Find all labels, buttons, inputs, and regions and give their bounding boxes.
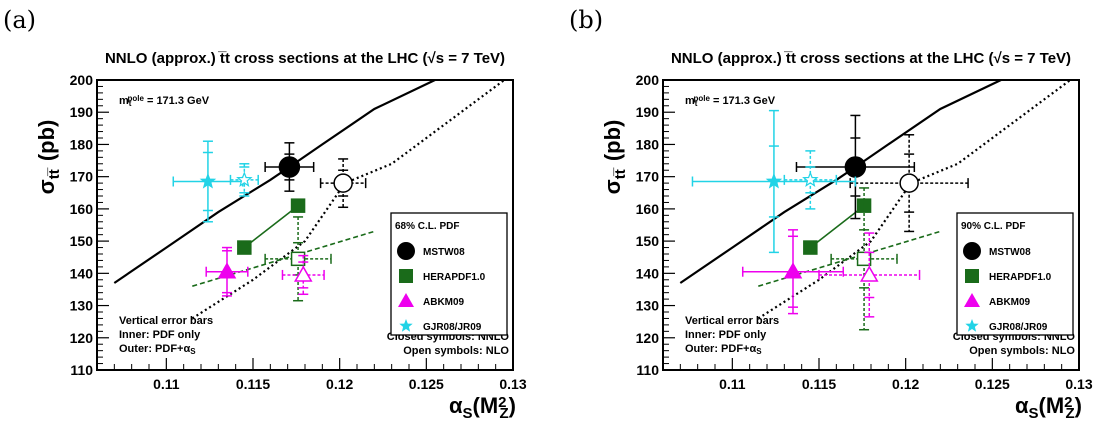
y-tick-label: 200 bbox=[70, 72, 94, 88]
y-tick-label: 130 bbox=[70, 298, 94, 314]
legend-marker-herapdf bbox=[399, 269, 413, 283]
note-outer: Outer: PDF+αS bbox=[685, 343, 762, 356]
legend-label: GJR08/JR09 bbox=[989, 322, 1048, 333]
legend-label: ABKM09 bbox=[989, 297, 1031, 308]
note-inner: Inner: PDF only bbox=[119, 329, 201, 341]
legend-marker-abkm09 bbox=[964, 293, 980, 307]
point-abkm09-nlo bbox=[293, 265, 313, 282]
y-tick-label: 150 bbox=[636, 233, 660, 249]
point-gjr08-jr09-nlo bbox=[802, 171, 819, 187]
point-abkm09-nnlo bbox=[217, 262, 237, 279]
y-tick-label: 140 bbox=[70, 265, 94, 281]
legend-label: HERAPDF1.0 bbox=[989, 272, 1052, 283]
point-mstw08-nlo bbox=[333, 173, 353, 193]
x-tick-label: 0.125 bbox=[975, 376, 1010, 392]
point-mstw08-nnlo bbox=[844, 156, 867, 178]
legend-title: 68% C.L. PDF bbox=[395, 221, 459, 232]
chart-title: NNLO (approx.) t̅t cross sections at the… bbox=[105, 50, 505, 67]
y-tick-label: 130 bbox=[636, 298, 660, 314]
mass-note: mtpole = 171.3 GeV bbox=[119, 94, 210, 109]
y-tick-label: 170 bbox=[636, 169, 660, 185]
y-tick-label: 170 bbox=[70, 169, 94, 185]
legend-marker-gjr bbox=[399, 319, 413, 332]
y-tick-label: 160 bbox=[636, 201, 660, 217]
y-tick-label: 200 bbox=[636, 72, 660, 88]
y-tick-label: 190 bbox=[70, 104, 94, 120]
y-axis-label: σtt̅ (pb) bbox=[34, 120, 63, 195]
point-gjr08-jr09-nlo bbox=[236, 171, 253, 187]
x-axis-label: αS(M2 Z) bbox=[1015, 393, 1082, 422]
point-mstw08-nnlo bbox=[278, 156, 301, 178]
point-herapdf1-0-nnlo bbox=[290, 198, 306, 213]
note-open-symbols: Open symbols: NLO bbox=[969, 345, 1075, 357]
point-gjr08-jr09-nnlo bbox=[199, 172, 217, 189]
legend-title: 90% C.L. PDF bbox=[961, 221, 1025, 232]
note-outer: Outer: PDF+αS bbox=[119, 343, 196, 356]
x-tick-label: 0.125 bbox=[409, 376, 444, 392]
legend-label: GJR08/JR09 bbox=[423, 322, 482, 333]
y-tick-label: 140 bbox=[636, 265, 660, 281]
y-tick-label: 120 bbox=[70, 330, 94, 346]
x-tick-label: 0.115 bbox=[236, 376, 270, 392]
legend-label: HERAPDF1.0 bbox=[423, 272, 486, 283]
x-tick-label: 0.13 bbox=[1065, 376, 1092, 392]
x-tick-label: 0.12 bbox=[892, 376, 919, 392]
legend-marker-gjr bbox=[965, 319, 979, 332]
y-tick-label: 110 bbox=[636, 362, 659, 378]
point-mstw08-nlo bbox=[899, 173, 919, 193]
legend-marker-abkm09 bbox=[398, 293, 414, 307]
note-vertical-error-bars: Vertical error bars bbox=[119, 315, 213, 327]
y-tick-label: 120 bbox=[636, 330, 660, 346]
y-tick-label: 180 bbox=[636, 136, 660, 152]
x-tick-label: 0.13 bbox=[499, 376, 526, 392]
y-tick-label: 110 bbox=[70, 362, 93, 378]
y-axis-label: σtt̅ (pb) bbox=[600, 120, 629, 195]
legend-marker-mstw08 bbox=[397, 242, 415, 260]
point-abkm09-nnlo bbox=[783, 262, 803, 279]
y-tick-label: 180 bbox=[70, 136, 94, 152]
y-axis-label-text: σtt̅ (pb) bbox=[600, 120, 629, 195]
legend-label: MSTW08 bbox=[989, 247, 1031, 258]
legend-marker-herapdf bbox=[965, 269, 979, 283]
panel-label: (b) bbox=[569, 6, 603, 34]
point-gjr08-jr09-nnlo bbox=[765, 172, 783, 189]
x-tick-label: 0.115 bbox=[802, 376, 836, 392]
point-herapdf1-0-nlo bbox=[856, 251, 872, 267]
x-tick-label: 0.12 bbox=[326, 376, 353, 392]
note-open-symbols: Open symbols: NLO bbox=[403, 345, 509, 357]
y-tick-label: 150 bbox=[70, 233, 94, 249]
note-vertical-error-bars: Vertical error bars bbox=[685, 315, 779, 327]
x-tick-label: 0.11 bbox=[153, 376, 180, 392]
y-tick-label: 190 bbox=[636, 104, 660, 120]
mass-note: mtpole = 171.3 GeV bbox=[685, 94, 776, 109]
x-axis-label: αS(M2 Z) bbox=[449, 393, 516, 422]
curve-mstw08-nnlo bbox=[679, 79, 1002, 284]
x-tick-label: 0.11 bbox=[719, 376, 746, 392]
y-axis-label-text: σtt̅ (pb) bbox=[34, 120, 63, 195]
curve-mstw08-nnlo bbox=[113, 79, 436, 284]
panel-label: (a) bbox=[3, 6, 36, 34]
point-abkm09-nlo bbox=[859, 265, 879, 282]
legend-label: MSTW08 bbox=[423, 247, 465, 258]
panel-b: (b) NNLO (approx.) t̅t cross sections at … bbox=[569, 6, 1093, 422]
panel-a: (a) NNLO (approx.) t̅t cross sections at … bbox=[3, 6, 527, 422]
curve-mstw08-nlo bbox=[191, 79, 505, 320]
curve-herapdf1-0-nnlo bbox=[243, 205, 299, 249]
note-inner: Inner: PDF only bbox=[685, 329, 767, 341]
legend-marker-mstw08 bbox=[963, 242, 981, 260]
point-herapdf1-0-nnlo bbox=[803, 240, 818, 255]
y-tick-label: 160 bbox=[70, 201, 94, 217]
chart-title: NNLO (approx.) t̅t cross sections at the… bbox=[671, 50, 1071, 67]
legend-label: ABKM09 bbox=[423, 297, 465, 308]
point-herapdf1-0-nnlo bbox=[237, 240, 252, 255]
